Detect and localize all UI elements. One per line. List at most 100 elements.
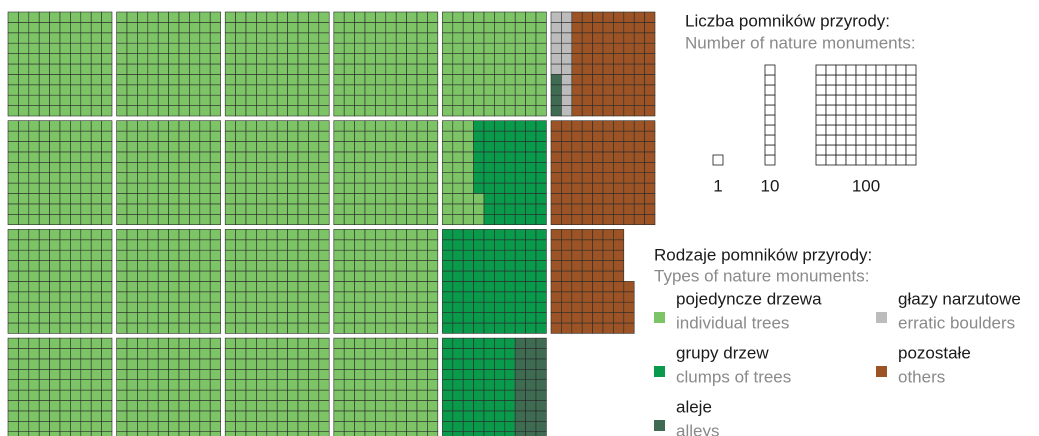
waffle-cell (592, 172, 604, 184)
waffle-cell (209, 337, 221, 349)
waffle-cell (266, 22, 278, 34)
waffle-cell (199, 84, 211, 96)
waffle-cell (602, 322, 614, 334)
waffle-cell (90, 214, 102, 226)
scale-cell (865, 144, 877, 156)
waffle-cell (416, 94, 428, 106)
waffle-cell (427, 420, 439, 432)
waffle-cell (7, 358, 19, 370)
waffle-cell (561, 94, 573, 106)
waffle-cell (287, 337, 299, 349)
waffle-cell (462, 203, 474, 215)
waffle-cell (18, 291, 30, 303)
waffle-cell (633, 74, 645, 86)
waffle-cell (442, 203, 454, 215)
scale-cell (895, 64, 907, 76)
waffle-cell (18, 182, 30, 194)
waffle-cell (116, 348, 128, 360)
waffle-cell (308, 32, 320, 44)
waffle-cell (297, 239, 309, 251)
waffle-cell (224, 32, 236, 44)
waffle-cell (644, 141, 656, 153)
waffle-cell (343, 389, 355, 401)
scale-cell (835, 144, 847, 156)
waffle-cell (209, 53, 221, 65)
waffle-cell (126, 239, 138, 251)
waffle-cell (157, 182, 169, 194)
waffle-cell (581, 63, 593, 75)
waffle-cell (137, 337, 149, 349)
waffle-cell (514, 94, 526, 106)
waffle-cell (385, 130, 397, 142)
waffle-cell (416, 84, 428, 96)
waffle-cell (287, 291, 299, 303)
waffle-cell (157, 312, 169, 324)
scale-cell (825, 114, 837, 126)
waffle-cell (385, 410, 397, 422)
waffle-cell (535, 358, 547, 370)
waffle-cell (189, 193, 201, 205)
waffle-cell (442, 420, 454, 432)
scale-cell (895, 154, 907, 166)
waffle-cell (101, 193, 113, 205)
waffle-cell (483, 312, 495, 324)
waffle-cell (395, 358, 407, 370)
waffle-cell (147, 84, 159, 96)
waffle-cell (525, 312, 537, 324)
waffle-cell (375, 410, 387, 422)
scale-cell (885, 134, 897, 146)
waffle-cell (287, 322, 299, 334)
scale-label: 1 (713, 176, 722, 195)
waffle-cell (28, 410, 40, 422)
waffle-cell (70, 105, 82, 117)
waffle-cell (333, 400, 345, 412)
waffle-cell (483, 379, 495, 391)
waffle-cell (38, 229, 50, 241)
waffle-cell (308, 368, 320, 380)
waffle-cell (416, 11, 428, 23)
scale-cell (764, 114, 776, 126)
waffle-cell (514, 32, 526, 44)
waffle-cell (38, 312, 50, 324)
waffle-cell (535, 22, 547, 34)
waffle-cell (157, 105, 169, 117)
waffle-cell (38, 379, 50, 391)
waffle-cell (59, 32, 71, 44)
waffle-cell (535, 270, 547, 282)
waffle-cell (535, 32, 547, 44)
waffle-cell (224, 301, 236, 313)
waffle-cell (80, 162, 92, 174)
waffle-cell (297, 53, 309, 65)
scale-cell (855, 124, 867, 136)
waffle-cell (168, 348, 180, 360)
waffle-cell (581, 53, 593, 65)
waffle-cell (375, 301, 387, 313)
waffle-cell (266, 229, 278, 241)
waffle-cell (550, 249, 562, 261)
waffle-cell (101, 203, 113, 215)
scale-cell (865, 134, 877, 146)
waffle-cell (525, 389, 537, 401)
waffle-cell (224, 291, 236, 303)
waffle-cell (406, 420, 418, 432)
waffle-cell (287, 431, 299, 436)
waffle-cell (581, 312, 593, 324)
waffle-cell (416, 281, 428, 293)
waffle-cell (385, 312, 397, 324)
waffle-cell (318, 42, 330, 54)
waffle-cell (385, 63, 397, 75)
waffle-cell (178, 193, 190, 205)
waffle-cell (168, 260, 180, 272)
waffle-cell (245, 410, 257, 422)
waffle-cell (442, 312, 454, 324)
waffle-cell (276, 400, 288, 412)
waffle-cell (116, 203, 128, 215)
waffle-cell (266, 420, 278, 432)
waffle-cell (245, 32, 257, 44)
waffle-cell (18, 42, 30, 54)
waffle-cell (395, 141, 407, 153)
scale-cell (764, 124, 776, 136)
waffle-cell (571, 312, 583, 324)
waffle-cell (473, 32, 485, 44)
waffle-cell (525, 182, 537, 194)
